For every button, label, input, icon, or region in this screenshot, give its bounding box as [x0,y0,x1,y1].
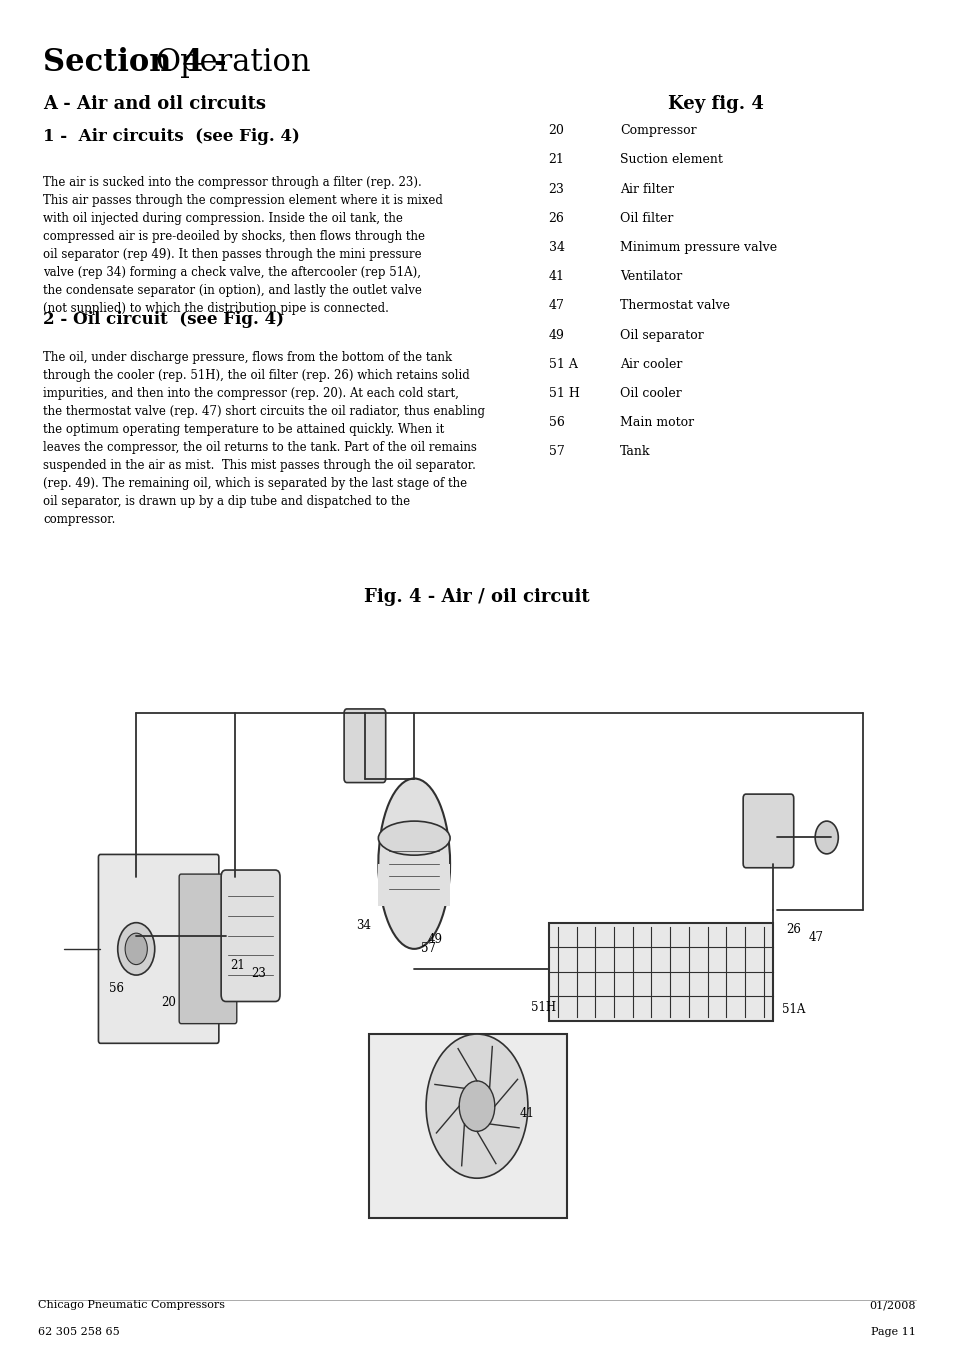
Text: Air cooler: Air cooler [619,358,681,372]
Text: 20: 20 [548,124,564,138]
Text: Main motor: Main motor [619,416,694,430]
Text: 56: 56 [548,416,564,430]
Text: 57: 57 [421,943,436,955]
Text: Page 11: Page 11 [870,1327,915,1336]
Text: Ventilator: Ventilator [619,270,681,284]
FancyBboxPatch shape [221,870,280,1001]
Bar [378,863,450,907]
Bar [369,1034,566,1217]
Text: 51 H: 51 H [548,388,578,400]
Text: Oil filter: Oil filter [619,212,673,224]
Circle shape [458,1081,495,1131]
Text: Section 4 -: Section 4 - [43,47,237,78]
Ellipse shape [378,821,450,855]
Circle shape [117,923,154,975]
Text: 41: 41 [548,270,564,284]
Text: 49: 49 [548,328,564,342]
Text: 26: 26 [548,212,564,224]
Text: Air filter: Air filter [619,182,674,196]
Text: 1 -  Air circuits  (see Fig. 4): 1 - Air circuits (see Fig. 4) [43,128,299,146]
Text: 23: 23 [548,182,564,196]
Text: Key fig. 4: Key fig. 4 [667,95,762,112]
Text: 51 A: 51 A [548,358,577,372]
Ellipse shape [378,778,450,948]
Text: 34: 34 [355,920,371,932]
Text: Suction element: Suction element [619,154,722,166]
Text: 51H: 51H [530,1001,556,1015]
Text: Tank: Tank [619,446,650,458]
Text: Oil separator: Oil separator [619,328,703,342]
Text: Chicago Pneumatic Compressors: Chicago Pneumatic Compressors [38,1301,225,1310]
Text: Operation: Operation [155,47,311,78]
Text: 57: 57 [548,446,564,458]
Text: 49: 49 [427,932,442,946]
Text: 21: 21 [548,154,564,166]
FancyBboxPatch shape [179,874,236,1024]
Text: Fig. 4 - Air / oil circuit: Fig. 4 - Air / oil circuit [364,588,589,605]
Text: 56: 56 [110,982,124,994]
FancyBboxPatch shape [344,709,385,782]
Text: 51A: 51A [781,1002,804,1016]
Circle shape [125,934,147,965]
Bar [548,923,772,1021]
Text: 41: 41 [519,1108,535,1120]
Text: A - Air and oil circuits: A - Air and oil circuits [43,95,266,112]
Text: 23: 23 [251,966,266,979]
Text: 26: 26 [785,923,801,936]
Circle shape [814,821,838,854]
Text: Compressor: Compressor [619,124,696,138]
Circle shape [426,1034,527,1178]
Text: 47: 47 [808,931,823,943]
Text: Thermostat valve: Thermostat valve [619,300,729,312]
Text: The air is sucked into the compressor through a filter (rep. 23).
This air passe: The air is sucked into the compressor th… [43,176,442,315]
Text: 21: 21 [230,959,245,971]
Text: The oil, under discharge pressure, flows from the bottom of the tank
through the: The oil, under discharge pressure, flows… [43,351,484,527]
Text: Minimum pressure valve: Minimum pressure valve [619,240,777,254]
Text: 34: 34 [548,240,564,254]
Text: 47: 47 [548,300,564,312]
FancyBboxPatch shape [98,854,218,1043]
Text: 20: 20 [161,996,176,1009]
FancyBboxPatch shape [742,794,793,867]
Text: Oil cooler: Oil cooler [619,388,681,400]
Text: 62 305 258 65: 62 305 258 65 [38,1327,120,1336]
Text: 2 - Oil circuit  (see Fig. 4): 2 - Oil circuit (see Fig. 4) [43,311,284,328]
Text: 01/2008: 01/2008 [868,1301,915,1310]
